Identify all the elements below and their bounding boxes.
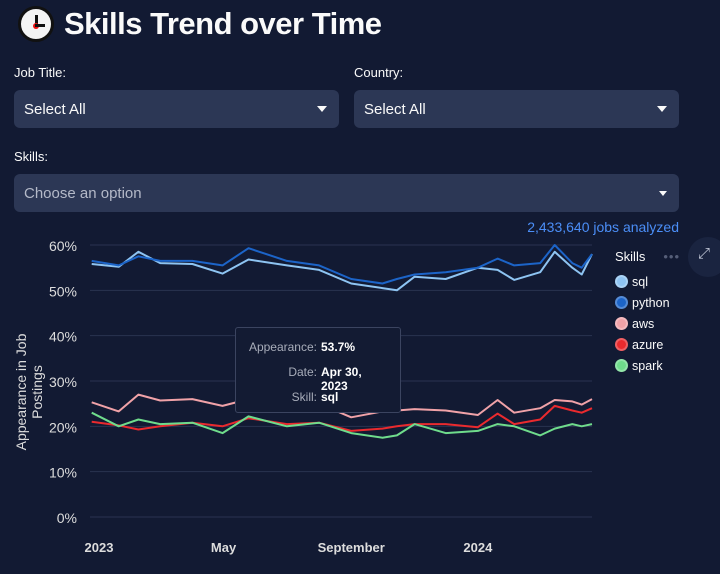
x-tick-label: 2023 [85,540,114,555]
y-tick-label: 40% [49,329,77,345]
country-label: Country: [354,65,404,80]
job-title-select[interactable]: Select All [14,90,339,128]
country-select[interactable]: Select All [354,90,679,128]
tooltip-date-value: Apr 30, 2023 [321,365,362,393]
y-tick-label: 50% [49,283,77,299]
clock-icon [18,6,54,42]
tooltip-skill-label: Skill: [291,390,317,404]
legend-item-azure[interactable]: azure [615,334,680,355]
tooltip-appearance-label: Appearance: [248,340,317,354]
legend-item-aws[interactable]: aws [615,313,680,334]
legend-marker [615,275,628,288]
legend-label: aws [632,316,655,331]
legend-label: python [632,295,670,310]
tooltip-skill-value: sql [321,390,339,404]
x-tick-label: September [318,540,385,555]
legend-label: azure [632,337,664,352]
series-line-spark [91,411,593,439]
expand-icon[interactable]: ⤢ [688,237,720,277]
y-tick-label: 0% [57,510,77,526]
x-tick-label: May [211,540,237,555]
legend-marker [615,317,628,330]
country-value: Select All [364,100,426,118]
y-tick-label: 10% [49,465,77,481]
skills-label: Skills: [14,149,48,164]
x-tick-label: 2024 [463,540,493,555]
legend-item-python[interactable]: python [615,292,680,313]
legend-title: Skills [615,249,646,264]
series-line-azure [91,404,593,432]
legend-item-spark[interactable]: spark [615,355,680,376]
chevron-down-icon [657,106,667,112]
page-title: Skills Trend over Time [18,6,382,42]
tooltip-date-label: Date: [288,365,317,379]
legend-marker [615,359,628,372]
series-line-python [91,244,593,285]
legend-item-sql[interactable]: sql [615,271,680,292]
more-icon[interactable]: ••• [663,249,680,264]
chevron-down-icon [317,106,327,112]
y-axis-label: Appearance in Job Postings [13,333,45,451]
job-title-value: Select All [24,100,86,118]
tooltip: Appearance: 53.7% Date: Apr 30, 2023 Skill… [235,327,401,413]
chevron-down-icon [659,191,667,196]
jobs-analyzed: 2,433,640 jobs analyzed [527,219,679,235]
y-tick-label: 30% [49,374,77,390]
page-title-text: Skills Trend over Time [64,6,382,41]
legend-marker [615,296,628,309]
skills-placeholder: Choose an option [24,184,142,202]
legend-label: sql [632,274,648,289]
job-title-label: Job Title: [14,65,67,80]
legend-label: spark [632,358,663,373]
series-line-sql [91,250,593,292]
y-tick-label: 60% [49,238,77,254]
legend: Skills ••• sql python aws azure spark [615,249,680,376]
legend-marker [615,338,628,351]
tooltip-appearance-value: 53.7% [321,340,356,354]
skills-select[interactable]: Choose an option [14,174,679,212]
y-tick-label: 20% [49,419,77,435]
